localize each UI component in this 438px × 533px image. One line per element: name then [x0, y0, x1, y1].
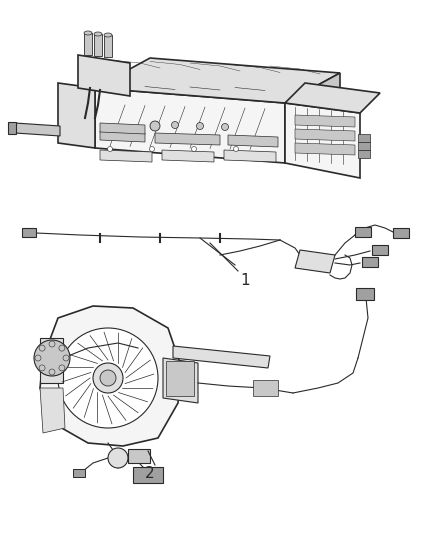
Polygon shape	[295, 129, 355, 141]
Bar	[393, 228, 409, 238]
Bar	[356, 288, 374, 300]
Bar	[166, 361, 194, 396]
Polygon shape	[58, 83, 95, 148]
Polygon shape	[285, 83, 380, 113]
Polygon shape	[155, 133, 220, 145]
Polygon shape	[15, 123, 60, 136]
Circle shape	[222, 124, 229, 131]
Circle shape	[100, 370, 116, 386]
Polygon shape	[40, 338, 63, 383]
Polygon shape	[40, 388, 65, 433]
Circle shape	[233, 147, 239, 151]
Polygon shape	[100, 150, 152, 162]
Text: 2: 2	[145, 466, 155, 481]
Ellipse shape	[94, 32, 102, 36]
Polygon shape	[228, 135, 278, 147]
Circle shape	[59, 365, 65, 371]
Polygon shape	[295, 115, 355, 127]
Polygon shape	[78, 55, 130, 96]
Circle shape	[49, 341, 55, 347]
Polygon shape	[295, 143, 355, 155]
Bar	[358, 134, 370, 142]
Bar	[355, 227, 371, 237]
Circle shape	[150, 121, 160, 131]
Circle shape	[35, 355, 41, 361]
Circle shape	[108, 448, 128, 468]
Circle shape	[93, 363, 123, 393]
Circle shape	[58, 328, 158, 428]
Ellipse shape	[84, 31, 92, 35]
Bar	[104, 35, 112, 57]
Circle shape	[149, 147, 155, 151]
Circle shape	[49, 369, 55, 375]
Bar	[22, 228, 36, 237]
Circle shape	[191, 147, 197, 151]
Circle shape	[39, 365, 45, 371]
Circle shape	[107, 147, 113, 151]
Polygon shape	[100, 131, 145, 142]
Circle shape	[59, 345, 65, 351]
Circle shape	[63, 355, 69, 361]
Bar	[358, 150, 370, 158]
Polygon shape	[224, 150, 276, 162]
Bar	[8, 122, 16, 134]
Bar	[73, 469, 85, 477]
Bar	[128, 449, 150, 463]
Bar	[253, 380, 278, 396]
Polygon shape	[285, 103, 360, 178]
Ellipse shape	[104, 33, 112, 37]
Polygon shape	[173, 346, 270, 368]
Bar	[362, 257, 378, 267]
Polygon shape	[40, 306, 180, 446]
Bar	[84, 33, 92, 55]
Polygon shape	[285, 73, 340, 163]
Text: 1: 1	[240, 273, 250, 288]
Polygon shape	[162, 150, 214, 162]
Polygon shape	[163, 358, 198, 403]
Polygon shape	[100, 123, 145, 134]
Polygon shape	[295, 250, 335, 273]
Circle shape	[197, 123, 204, 130]
Bar	[358, 142, 370, 150]
Bar	[133, 467, 163, 483]
Circle shape	[172, 122, 179, 128]
Polygon shape	[95, 88, 285, 163]
Circle shape	[34, 340, 70, 376]
Bar	[372, 245, 388, 255]
Bar	[94, 34, 102, 56]
Circle shape	[39, 345, 45, 351]
Polygon shape	[95, 58, 340, 103]
